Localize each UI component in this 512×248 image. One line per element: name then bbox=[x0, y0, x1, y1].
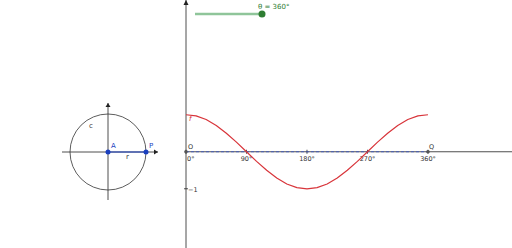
slider-track[interactable] bbox=[195, 13, 262, 16]
series-name: f bbox=[189, 115, 193, 123]
arrow bbox=[184, 0, 189, 5]
x-tick-label: 270° bbox=[360, 155, 376, 163]
x-tick-label: 0° bbox=[187, 155, 194, 163]
y-tick-label: −1 bbox=[188, 186, 198, 194]
plot-area bbox=[186, 115, 428, 189]
point-p[interactable] bbox=[144, 150, 149, 155]
x-axis bbox=[186, 151, 512, 152]
label: P bbox=[149, 142, 153, 150]
label: Q bbox=[429, 143, 434, 151]
chart: θ = 360°cArP0°90°180°270°360°−1OQf bbox=[0, 0, 512, 248]
x-tick-label: 180° bbox=[299, 155, 315, 163]
label: A bbox=[111, 142, 116, 150]
slider-handle[interactable] bbox=[259, 11, 266, 18]
segment-oq bbox=[186, 151, 428, 152]
arrow bbox=[106, 103, 111, 107]
x-tick-label: 360° bbox=[420, 155, 436, 163]
y-axis bbox=[186, 0, 187, 248]
label: O bbox=[188, 143, 193, 151]
label: c bbox=[89, 122, 93, 130]
point-a bbox=[106, 150, 111, 155]
series-line bbox=[186, 115, 428, 189]
label: r bbox=[126, 153, 129, 161]
slider-label: θ = 360° bbox=[258, 3, 289, 11]
arrow bbox=[154, 150, 158, 155]
unit-circle bbox=[70, 114, 146, 190]
